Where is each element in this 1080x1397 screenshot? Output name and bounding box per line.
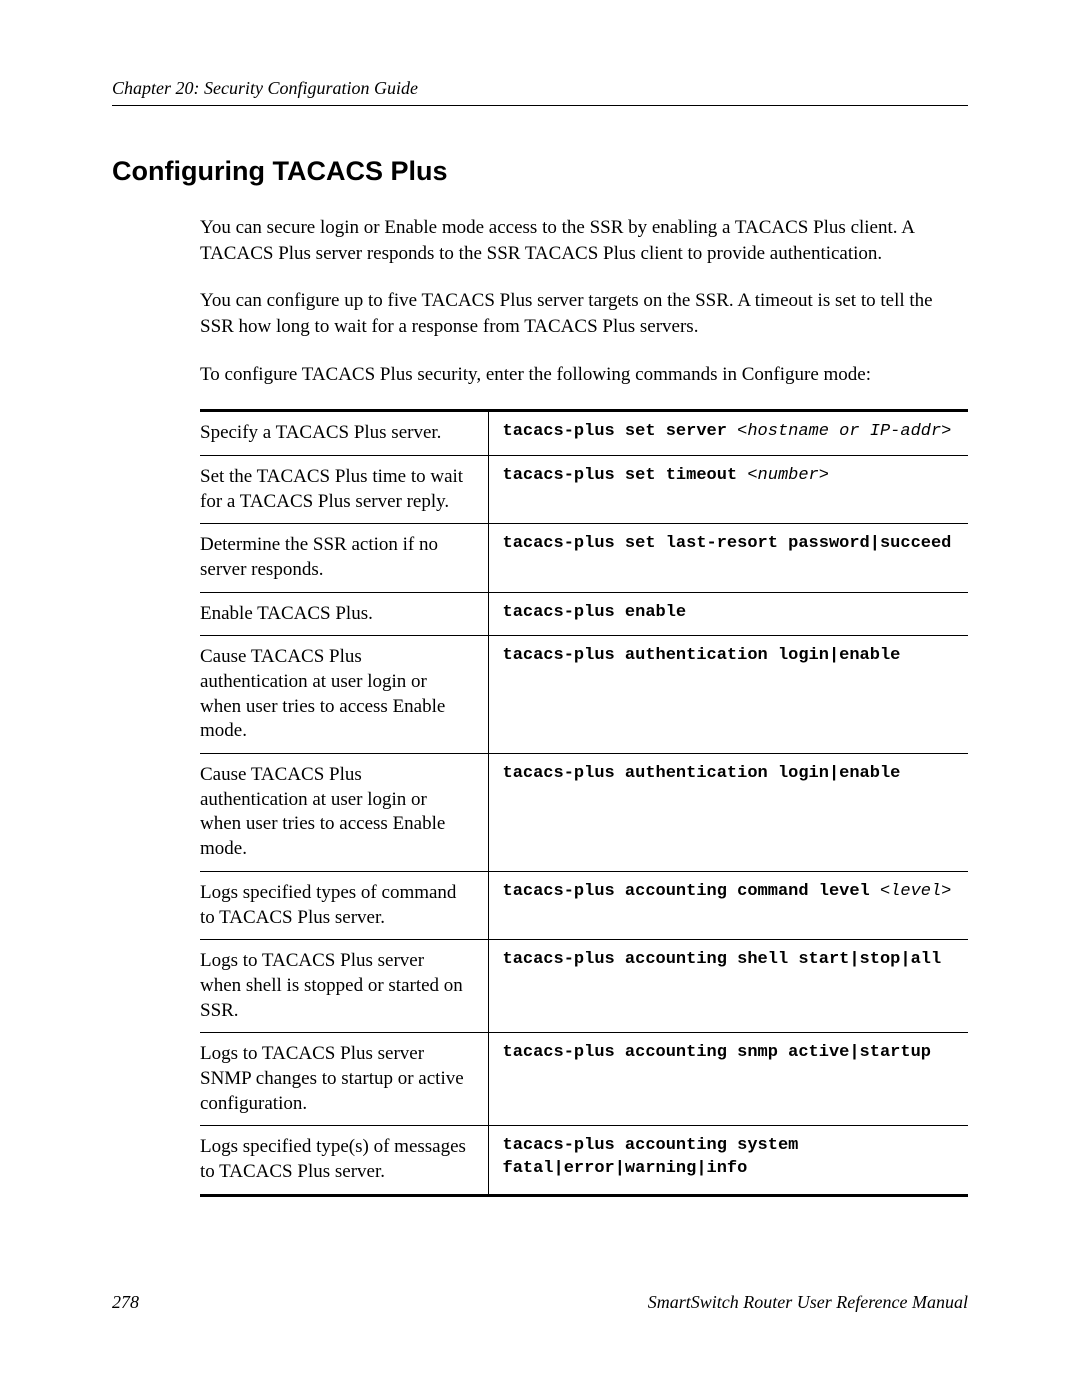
paragraph-intro-1: You can secure login or Enable mode acce… xyxy=(200,215,968,266)
command-syntax: tacacs-plus set timeout <number> xyxy=(488,455,968,523)
table-row: Cause TACACS Plus authentication at user… xyxy=(200,636,968,754)
command-description: Determine the SSR action if no server re… xyxy=(200,524,488,592)
command-syntax: tacacs-plus accounting shell start|stop|… xyxy=(488,940,968,1033)
command-description: Cause TACACS Plus authentication at user… xyxy=(200,754,488,872)
command-description: Logs specified type(s) of messages to TA… xyxy=(200,1126,488,1195)
command-description: Logs to TACACS Plus server SNMP changes … xyxy=(200,1033,488,1126)
command-argument: <number> xyxy=(747,466,829,485)
command-syntax: tacacs-plus authentication login|enable xyxy=(488,636,968,754)
command-argument: <level> xyxy=(880,882,951,901)
page-number: 278 xyxy=(112,1292,139,1313)
table-row: Logs to TACACS Plus server when shell is… xyxy=(200,940,968,1033)
table-row: Logs to TACACS Plus server SNMP changes … xyxy=(200,1033,968,1126)
chapter-header: Chapter 20: Security Configuration Guide xyxy=(112,78,968,106)
table-row: Logs specified type(s) of messages to TA… xyxy=(200,1126,968,1195)
command-description: Set the TACACS Plus time to wait for a T… xyxy=(200,455,488,523)
paragraph-intro-2: You can configure up to five TACACS Plus… xyxy=(200,288,968,339)
table-row: Set the TACACS Plus time to wait for a T… xyxy=(200,455,968,523)
page-content: Chapter 20: Security Configuration Guide… xyxy=(112,78,968,1197)
command-syntax: tacacs-plus accounting system fatal|erro… xyxy=(488,1126,968,1195)
table-row: Cause TACACS Plus authentication at user… xyxy=(200,754,968,872)
manual-title: SmartSwitch Router User Reference Manual xyxy=(648,1292,968,1313)
command-description: Logs to TACACS Plus server when shell is… xyxy=(200,940,488,1033)
page-footer: 278 SmartSwitch Router User Reference Ma… xyxy=(112,1292,968,1313)
command-description: Specify a TACACS Plus server. xyxy=(200,411,488,456)
command-description: Enable TACACS Plus. xyxy=(200,592,488,636)
command-syntax: tacacs-plus authentication login|enable xyxy=(488,754,968,872)
command-table: Specify a TACACS Plus server.tacacs-plus… xyxy=(200,409,968,1197)
section-heading: Configuring TACACS Plus xyxy=(112,156,968,187)
command-syntax: tacacs-plus accounting snmp active|start… xyxy=(488,1033,968,1126)
command-syntax: tacacs-plus set last-resort password|suc… xyxy=(488,524,968,592)
table-row: Specify a TACACS Plus server.tacacs-plus… xyxy=(200,411,968,456)
command-syntax: tacacs-plus accounting command level <le… xyxy=(488,871,968,939)
table-row: Determine the SSR action if no server re… xyxy=(200,524,968,592)
command-syntax: tacacs-plus enable xyxy=(488,592,968,636)
command-syntax: tacacs-plus set server <hostname or IP-a… xyxy=(488,411,968,456)
paragraph-intro-3: To configure TACACS Plus security, enter… xyxy=(200,362,968,388)
command-description: Cause TACACS Plus authentication at user… xyxy=(200,636,488,754)
command-argument: <hostname or IP-addr> xyxy=(737,422,951,441)
table-row: Logs specified types of command to TACAC… xyxy=(200,871,968,939)
table-row: Enable TACACS Plus.tacacs-plus enable xyxy=(200,592,968,636)
command-description: Logs specified types of command to TACAC… xyxy=(200,871,488,939)
